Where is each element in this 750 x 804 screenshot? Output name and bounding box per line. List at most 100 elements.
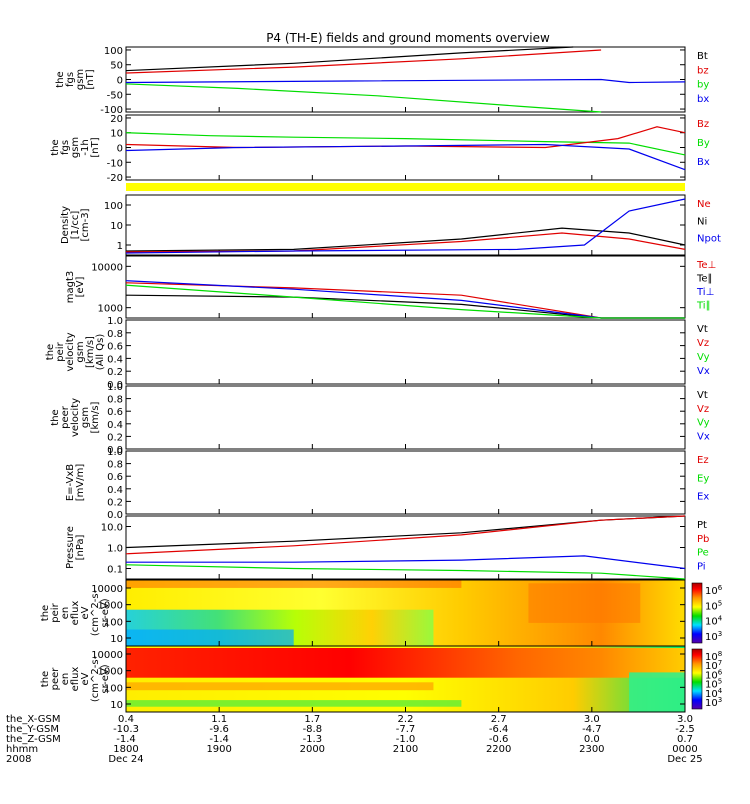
colorbar-tick-label: 103 xyxy=(705,696,722,709)
y-axis-label: the fgs gsm -1h [nT] xyxy=(50,137,101,158)
x-axis-value: 2200 xyxy=(486,744,511,755)
legend-entry-Ti∥: Ti∥ xyxy=(696,301,711,312)
series-line-By xyxy=(125,132,686,156)
colorbar-tick-label: 104 xyxy=(705,615,723,628)
legend-entry-Bx: Bx xyxy=(697,157,710,168)
y-tick-label: 0.0 xyxy=(107,510,123,521)
y-axis-label-line: E=-VxB xyxy=(65,464,76,501)
y-axis-label-line: peer xyxy=(60,405,71,429)
y-axis-label-line: Density xyxy=(60,206,71,244)
y-tick-label: -10 xyxy=(107,158,123,169)
y-tick-label: 1.0 xyxy=(107,316,123,327)
y-axis-label-line: Pressure xyxy=(65,526,76,569)
x-axis-value: 3.0 xyxy=(584,714,600,725)
series-line-Npot xyxy=(125,198,686,254)
spectrogram-tail xyxy=(629,672,685,712)
y-axis-label-line: eflux xyxy=(70,601,81,626)
panel-temperature: 10000 1000 magt3 [eV] Te⊥ Te∥ Ti⊥ Ti∥ xyxy=(65,255,716,319)
y-tick-label: 0.8 xyxy=(107,395,123,406)
x-axis-value: -1.4 xyxy=(116,734,136,745)
legend-entry-Ez: Ez xyxy=(697,455,709,466)
y-axis-label-line: gsm xyxy=(80,407,91,428)
legend-entry-by: by xyxy=(697,80,709,91)
colorbar-tick-label: 106 xyxy=(705,668,723,681)
colorbar xyxy=(691,582,703,644)
y-tick-label: 20 xyxy=(110,114,123,125)
y-axis-label-line: the xyxy=(55,71,66,87)
x-axis-value: -1.3 xyxy=(303,734,323,745)
panel-frame xyxy=(125,385,686,450)
legend-entry-Ne: Ne xyxy=(697,199,711,210)
x-axis-value: 2000 xyxy=(300,744,325,755)
x-axis-value: 2100 xyxy=(393,744,418,755)
colorbar-tick-label: 105 xyxy=(705,678,722,691)
panel-frame xyxy=(125,194,686,256)
legend-entry-Pi: Pi xyxy=(697,561,706,572)
legend-entry-Npot: Npot xyxy=(697,234,721,245)
y-axis-label: the peer velocity gsm [km/s] xyxy=(50,398,101,437)
yellow-quality-bar xyxy=(126,183,685,191)
y-axis-label-line: [nT] xyxy=(90,137,101,157)
y-tick-label: 1000 xyxy=(98,667,123,678)
panel-fgs_dsl: 20 10 0 -10 -20 the fgs gsm -1h [nT] Bz By Bx xyxy=(50,114,710,184)
legend-entry-Bt: Bt xyxy=(697,51,708,62)
y-axis-label-line: [mV/m] xyxy=(75,464,86,502)
y-axis-label-line: peir xyxy=(55,341,66,361)
y-tick-label: 0.6 xyxy=(107,407,123,418)
legend-entry-Vy: Vy xyxy=(697,352,710,363)
y-tick-label: 0.8 xyxy=(107,460,123,471)
legend-entry-Ex: Ex xyxy=(697,492,709,503)
y-axis-label-line: peer xyxy=(50,667,61,691)
legend-entry-bx: bx xyxy=(697,94,709,105)
x-axis-value: 1800 xyxy=(113,744,138,755)
legend-entry-Bz: Bz xyxy=(697,119,709,130)
y-axis-label-line: fgs xyxy=(65,72,76,87)
y-axis-label-line: [nPa] xyxy=(75,534,86,560)
y-tick-label: 0.2 xyxy=(107,367,123,378)
y-axis-label: E=-VxB [mV/m] xyxy=(65,464,86,502)
x-axis-value: -2.5 xyxy=(675,724,695,735)
x-axis-value: -6.4 xyxy=(489,724,509,735)
legend-entry-Ey: Ey xyxy=(697,473,709,484)
y-tick-label: 10 xyxy=(110,221,123,232)
legend-entry-Vz: Vz xyxy=(697,338,709,349)
legend-entry-Te∥: Te∥ xyxy=(696,274,713,285)
x-axis-value: -10.3 xyxy=(113,724,139,735)
legend-entry-By: By xyxy=(697,138,710,149)
y-axis-label-line: en xyxy=(60,607,71,620)
x-axis-value: -8.8 xyxy=(303,724,323,735)
y-tick-label: 10000 xyxy=(91,584,123,595)
y-axis-label-line: [km/s] xyxy=(85,336,96,368)
colorbar-tick-label: 104 xyxy=(705,687,723,700)
legend-entry-Pt: Pt xyxy=(697,520,707,531)
series-line-by xyxy=(125,83,602,113)
series-line-bx xyxy=(125,78,686,84)
y-tick-label: 1.0 xyxy=(107,382,123,393)
y-tick-label: 1000 xyxy=(98,601,123,612)
y-tick-label: 0.0 xyxy=(107,445,123,456)
y-axis-label-line: (cm^2-s- xyxy=(90,655,101,702)
panel-frame xyxy=(125,319,686,385)
x-axis-value: 1.1 xyxy=(211,714,227,725)
x-axis-value: -0.6 xyxy=(489,734,509,745)
y-tick-label: 0.0 xyxy=(107,380,123,391)
y-axis-label: Pressure [nPa] xyxy=(65,526,86,569)
legend-entry-Pe: Pe xyxy=(697,548,709,559)
y-tick-label: 100 xyxy=(104,683,123,694)
y-tick-label: -50 xyxy=(107,90,123,101)
y-tick-label: 10 xyxy=(110,700,123,711)
x-axis-value: 0.7 xyxy=(677,734,693,745)
colorbar-tick-label: 103 xyxy=(705,630,722,643)
legend-entry-Te⊥: Te⊥ xyxy=(696,260,716,271)
y-axis-label-line: eflux xyxy=(70,667,81,692)
x-axis-value: 0.0 xyxy=(584,734,600,745)
y-axis-label-line: [nT] xyxy=(85,69,96,89)
y-tick-label: 0.4 xyxy=(107,354,123,365)
y-tick-label: 100 xyxy=(104,46,123,57)
series-line-Ni xyxy=(125,227,686,252)
x-axis-value: 2.2 xyxy=(398,714,414,725)
spectrogram-cold-ions xyxy=(126,629,294,646)
y-axis-label-line: en xyxy=(60,673,71,686)
